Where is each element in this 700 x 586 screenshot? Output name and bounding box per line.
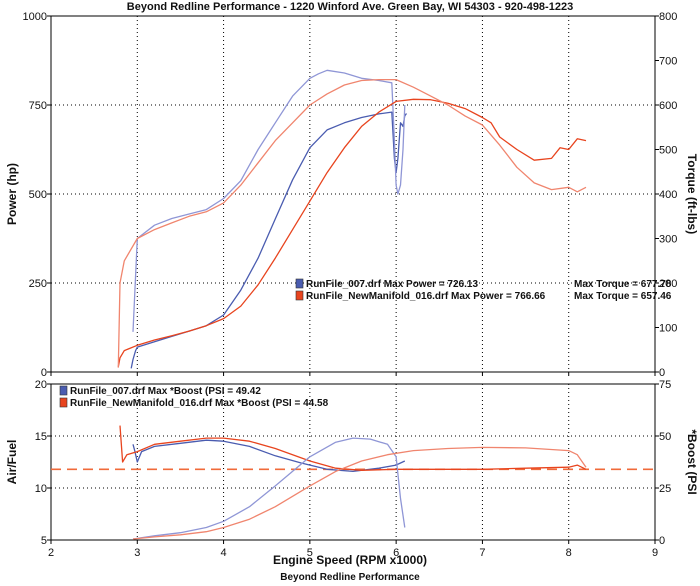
bottom-series-line-3: [132, 437, 406, 540]
top-y2-tick-label: 400: [659, 189, 677, 201]
top-plot-frame: [50, 15, 656, 373]
top-y-axis-label: Power (hp): [5, 163, 19, 225]
page-title: Beyond Redline Performance - 1220 Winfor…: [127, 1, 573, 13]
top-series-line-2: [132, 69, 406, 332]
top-y-tick-label: 750: [29, 100, 47, 112]
bottom-legend-label-1: RunFile_007.drf Max *Boost (PSI = 49.42: [70, 386, 261, 397]
top-legend-swatch-1: [295, 278, 304, 289]
bottom-legend-label-2: RunFile_NewManifold_016.drf Max *Boost (…: [70, 398, 329, 409]
bottom-y2-axis-label: *Boost (PSI: [685, 429, 699, 494]
top-y-tick-label: 250: [29, 278, 47, 290]
top-series-line-1: [130, 111, 408, 369]
bottom-y2-tick-label: 0: [659, 535, 665, 547]
top-y2-axis-label: Torque (ft-lbs): [685, 154, 699, 234]
top-y2-tick-label: 600: [659, 100, 677, 112]
top-legend-torque-2: Max Torque = 657.46: [574, 291, 672, 302]
bottom-legend-swatch-1: [59, 385, 68, 396]
x-tick-label: 4: [221, 547, 227, 559]
bottom-y-tick-label: 15: [35, 431, 47, 443]
top-y2-tick-label: 100: [659, 323, 677, 335]
page-footer: Beyond Redline Performance: [280, 572, 420, 583]
top-y-tick-label: 1000: [23, 11, 47, 23]
bottom-y2-tick-label: 25: [659, 483, 671, 495]
top-y-tick-label: 0: [41, 367, 47, 379]
bottom-y2-tick-label: 75: [659, 379, 671, 391]
top-legend-swatch-2: [295, 290, 304, 301]
top-y2-tick-label: 800: [659, 11, 677, 23]
top-y2-tick-label: 700: [659, 56, 677, 68]
top-legend-label-1: RunFile_007.drf Max Power = 726.13: [306, 279, 478, 290]
bottom-y-tick-label: 5: [41, 535, 47, 547]
top-y2-tick-label: 200: [659, 278, 677, 290]
bottom-y2-tick-label: 50: [659, 431, 671, 443]
bottom-legend-swatch-2: [59, 397, 68, 408]
x-tick-label: 5: [307, 547, 313, 559]
bottom-series-line-1: [132, 439, 406, 473]
bottom-y-tick-label: 20: [35, 379, 47, 391]
bottom-series-line-4: [132, 446, 587, 540]
x-tick-label: 8: [566, 547, 572, 559]
x-tick-label: 6: [393, 547, 399, 559]
top-y2-tick-label: 500: [659, 145, 677, 157]
bottom-y-tick-label: 10: [35, 483, 47, 495]
x-tick-label: 3: [134, 547, 140, 559]
top-legend-torque-1: Max Torque = 677.78: [574, 279, 672, 290]
top-y2-tick-label: 0: [659, 367, 665, 379]
x-tick-label: 2: [48, 547, 54, 559]
top-legend-label-2: RunFile_NewManifold_016.drf Max Power = …: [306, 291, 546, 302]
x-tick-label: 7: [479, 547, 485, 559]
top-y-tick-label: 500: [29, 189, 47, 201]
top-y2-tick-label: 300: [659, 234, 677, 246]
x-tick-label: 9: [652, 547, 658, 559]
top-series-line-3: [117, 98, 587, 367]
top-series-line-4: [117, 78, 587, 368]
bottom-y-axis-label: Air/Fuel: [5, 440, 19, 485]
bottom-series-line-2: [119, 425, 587, 471]
x-axis-label: Engine Speed (RPM x1000): [273, 553, 427, 567]
bottom-plot-frame: [50, 383, 656, 541]
